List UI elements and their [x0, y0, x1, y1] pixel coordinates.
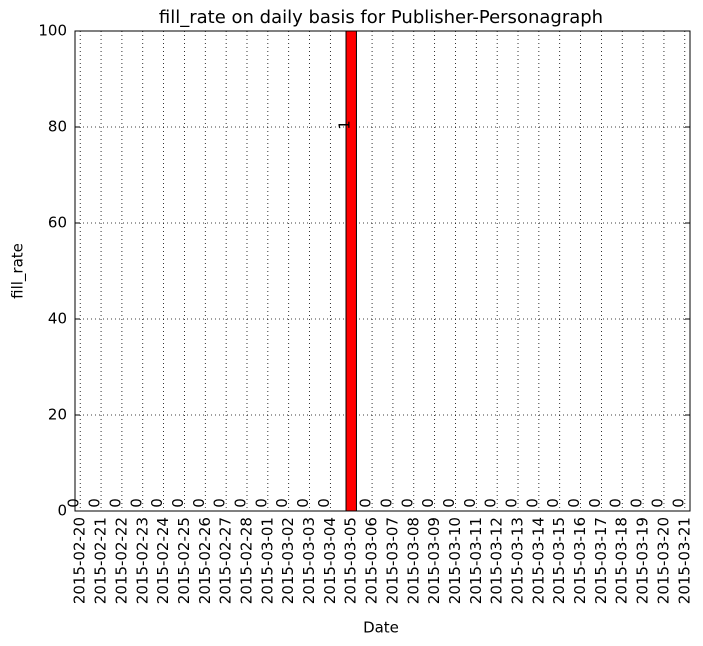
- bar-label: 0: [65, 498, 83, 508]
- bar-label: 0: [86, 498, 104, 508]
- x-tick-label: 2015-02-21: [92, 517, 110, 604]
- x-tick-label: 2015-02-24: [154, 517, 172, 604]
- bar-label: 0: [586, 498, 604, 508]
- bar-label: 0: [273, 498, 291, 508]
- bar-label: 0: [190, 498, 208, 508]
- bar-label: 0: [628, 498, 646, 508]
- bar-label: 0: [419, 498, 437, 508]
- x-tick-label: 2015-03-19: [634, 517, 652, 604]
- x-tick-label: 2015-03-11: [467, 517, 485, 604]
- bar-label: 0: [503, 498, 521, 508]
- bar-label: 0: [294, 498, 312, 508]
- x-tick-label: 2015-03-10: [446, 517, 464, 604]
- x-tick-label: 2015-02-20: [71, 517, 89, 604]
- x-tick-label: 2015-03-18: [613, 517, 631, 604]
- bar-label: 0: [607, 498, 625, 508]
- x-tick-label: 2015-03-17: [592, 517, 610, 604]
- bar-label: 0: [315, 498, 333, 508]
- bar-label: 0: [377, 498, 395, 508]
- bar-label: 0: [148, 498, 166, 508]
- x-tick-label: 2015-03-07: [383, 517, 401, 604]
- x-tick-label: 2015-03-05: [342, 517, 360, 604]
- chart-title: fill_rate on daily basis for Publisher-P…: [159, 7, 603, 28]
- x-tick-label: 2015-02-28: [237, 517, 255, 604]
- bar-label: 0: [461, 498, 479, 508]
- bar-label: 0: [357, 498, 375, 508]
- y-axis-label: fill_rate: [9, 243, 28, 299]
- bar-label: 0: [669, 498, 687, 508]
- bar-label: 0: [544, 498, 562, 508]
- x-tick-label: 2015-03-21: [675, 517, 693, 604]
- bar-label: 0: [127, 498, 145, 508]
- x-tick-label: 2015-02-22: [112, 517, 130, 604]
- x-tick-label: 2015-03-02: [279, 517, 297, 604]
- y-tick-label: 80: [48, 118, 67, 136]
- x-tick-label: 2015-03-09: [425, 517, 443, 604]
- x-tick-label: 2015-03-16: [571, 517, 589, 604]
- bar-label: 0: [648, 498, 666, 508]
- x-tick-label: 2015-03-03: [300, 517, 318, 604]
- bar-label: 0: [211, 498, 229, 508]
- x-tick-label: 2015-03-01: [258, 517, 276, 604]
- x-tick-label: 2015-02-25: [175, 517, 193, 604]
- x-tick-label: 2015-02-26: [196, 517, 214, 604]
- bar-label: 0: [106, 498, 124, 508]
- x-axis-label: Date: [363, 619, 399, 637]
- x-tick-label: 2015-03-08: [404, 517, 422, 604]
- bar-label: 1: [336, 120, 354, 130]
- x-tick-label: 2015-03-06: [363, 517, 381, 604]
- plot-frame: [74, 30, 691, 512]
- x-tick-label: 2015-02-27: [217, 517, 235, 604]
- bar-label: 0: [252, 498, 270, 508]
- y-tick-label: 100: [38, 22, 67, 40]
- bar-label: 0: [523, 498, 541, 508]
- bar-label: 0: [482, 498, 500, 508]
- x-tick-label: 2015-03-12: [488, 517, 506, 604]
- bar-label: 0: [169, 498, 187, 508]
- bar-label: 0: [440, 498, 458, 508]
- x-tick-label: 2015-03-15: [550, 517, 568, 604]
- y-tick-label: 60: [48, 214, 67, 232]
- y-tick-label: 0: [57, 502, 67, 520]
- y-tick-label: 20: [48, 406, 67, 424]
- x-tick-label: 2015-03-13: [509, 517, 527, 604]
- bar-label: 0: [565, 498, 583, 508]
- x-tick-label: 2015-02-23: [133, 517, 151, 604]
- bar-label: 0: [231, 498, 249, 508]
- bar: [345, 30, 357, 512]
- x-tick-label: 2015-03-04: [321, 517, 339, 604]
- bar-label: 0: [398, 498, 416, 508]
- y-tick-label: 40: [48, 310, 67, 328]
- x-tick-label: 2015-03-20: [654, 517, 672, 604]
- x-tick-label: 2015-03-14: [529, 517, 547, 604]
